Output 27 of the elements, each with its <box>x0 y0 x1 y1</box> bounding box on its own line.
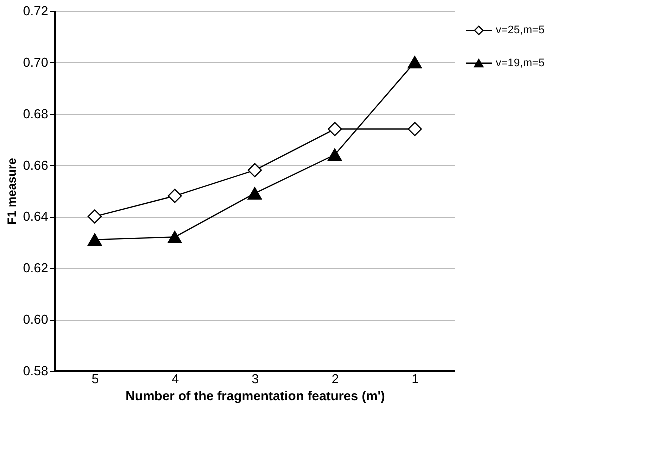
point <box>168 231 182 244</box>
y-tick-label: 0.60 <box>23 312 48 328</box>
x-tick-label: 5 <box>92 372 100 386</box>
y-axis-title: F1 measure <box>5 158 20 225</box>
point <box>328 148 342 162</box>
y-tick-label: 0.58 <box>23 364 48 378</box>
point <box>168 189 182 204</box>
point <box>328 122 342 136</box>
x-tick-label: 2 <box>332 372 340 386</box>
y-tick-label: 0.64 <box>23 209 48 224</box>
y-tick-label: 0.68 <box>23 106 48 122</box>
y-tick-label: 0.66 <box>23 158 48 173</box>
point <box>248 163 262 178</box>
point <box>408 56 422 69</box>
point <box>88 210 102 224</box>
legend-label: v=19,m=5 <box>496 57 545 70</box>
y-tick-label: 0.62 <box>23 260 48 276</box>
x-tick-label: 1 <box>412 372 420 386</box>
point <box>88 234 102 246</box>
point <box>248 187 262 200</box>
point <box>408 122 422 136</box>
x-axis-title: Number of the fragmentation features (m') <box>126 388 386 404</box>
x-tick-label: 3 <box>252 372 260 386</box>
x-tick-label: 4 <box>172 372 180 386</box>
y-tick-label: 0.72 <box>23 4 48 18</box>
y-tick-label: 0.70 <box>23 54 48 70</box>
legend-label: v=25,m=5 <box>496 24 545 37</box>
